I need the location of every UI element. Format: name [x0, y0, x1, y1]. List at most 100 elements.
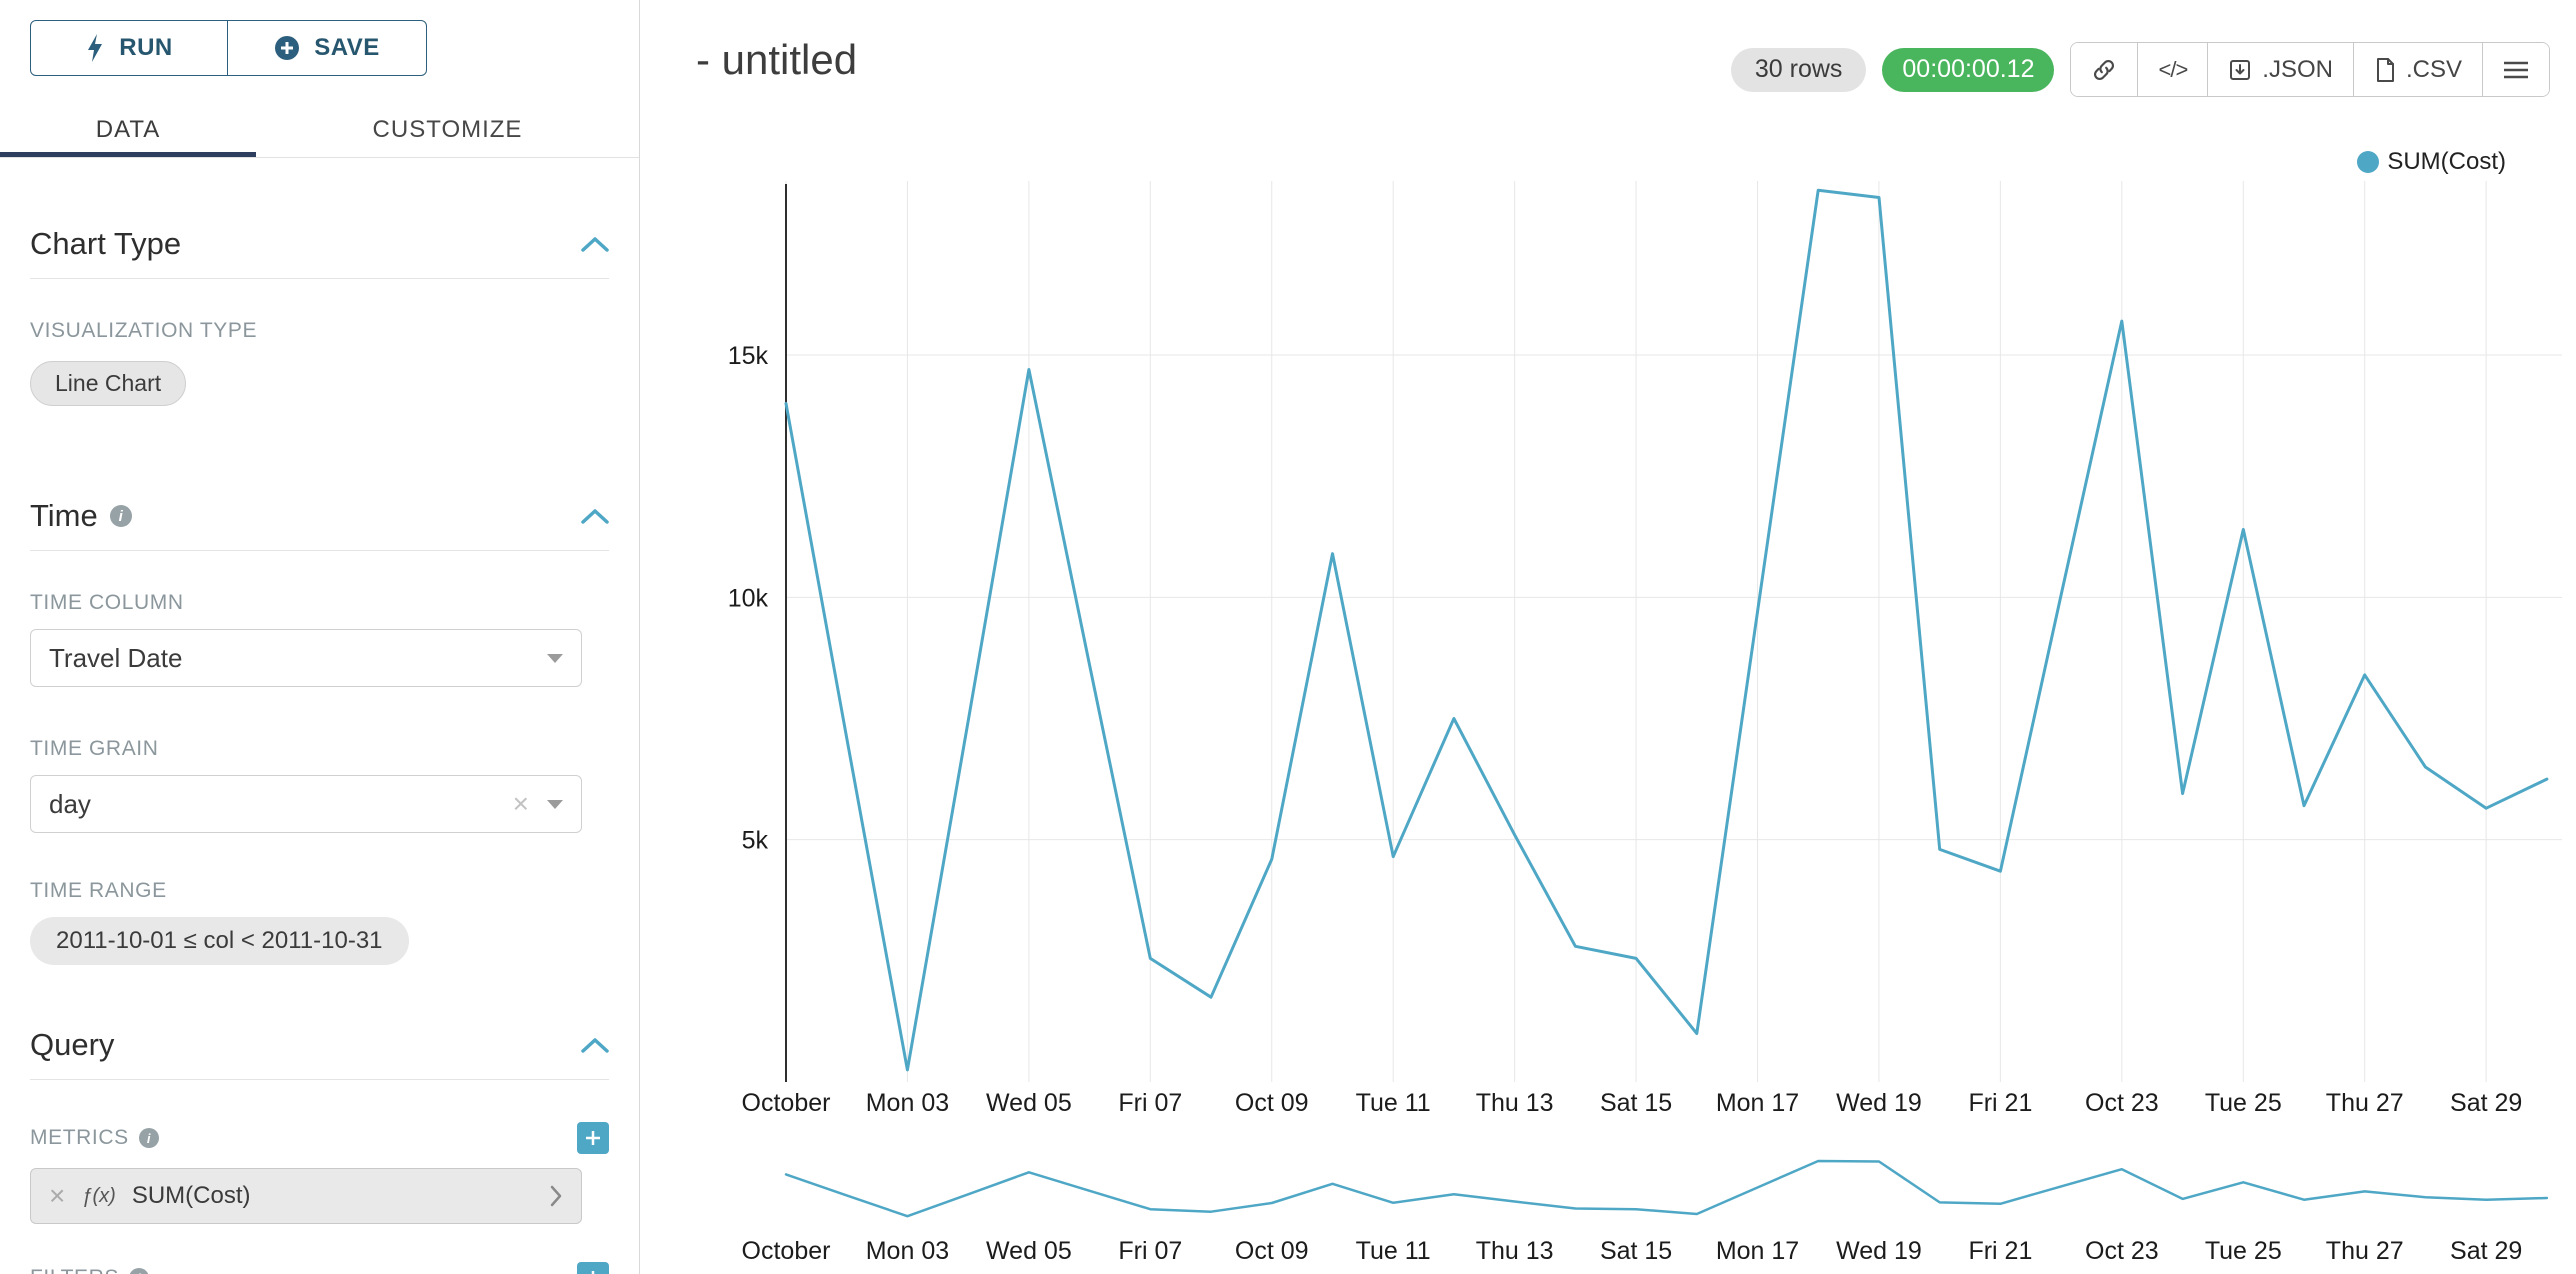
time-grain-value: day — [49, 788, 91, 819]
share-link-button[interactable] — [2071, 43, 2138, 96]
time-column-label: TIME COLUMN — [30, 591, 184, 614]
info-icon: i — [138, 1128, 159, 1148]
clear-icon[interactable]: × — [512, 788, 529, 819]
legend-series-label: SUM(Cost) — [2387, 148, 2506, 175]
time-column-value: Travel Date — [49, 642, 183, 673]
query-header[interactable]: Query — [30, 1027, 609, 1080]
action-buttons: RUN SAVE — [30, 20, 639, 76]
export-button-group: </> .JSON .CSV — [2070, 42, 2550, 97]
svg-text:5k: 5k — [742, 827, 769, 855]
svg-text:Wed 05: Wed 05 — [986, 1089, 1072, 1117]
chart-type-header[interactable]: Chart Type — [30, 226, 609, 279]
time-title-text: Time — [30, 498, 98, 533]
tab-data[interactable]: DATA — [0, 102, 256, 157]
code-icon: </> — [2158, 56, 2188, 82]
svg-text:Thu 27: Thu 27 — [2326, 1237, 2404, 1265]
line-chart[interactable]: 5k 10k 15k October Mon 03 Wed 05 Fri 07 Oct 09 T… — [640, 120, 2575, 1274]
export-csv-label: .CSV — [2405, 55, 2462, 83]
tab-customize[interactable]: CUSTOMIZE — [256, 102, 639, 157]
row-count-badge: 30 rows — [1730, 47, 1867, 92]
export-json-button[interactable]: .JSON — [2207, 43, 2353, 96]
svg-text:Tue 25: Tue 25 — [2205, 1089, 2282, 1117]
metric-pill[interactable]: × ƒ(x) SUM(Cost) — [30, 1168, 582, 1224]
visualization-type-label: VISUALIZATION TYPE — [30, 319, 258, 342]
svg-text:Fri 07: Fri 07 — [1118, 1089, 1182, 1117]
run-button[interactable]: RUN — [30, 20, 228, 76]
chart-area: - untitled 30 rows 00:00:00.12 </> — [640, 0, 2576, 1274]
chevron-up-icon[interactable] — [581, 236, 609, 252]
svg-text:Sat 15: Sat 15 — [1600, 1089, 1672, 1117]
plus-icon — [591, 1271, 595, 1274]
metrics-label: METRICS — [30, 1126, 129, 1149]
time-grain-select[interactable]: day × — [30, 775, 582, 833]
legend-series-dot — [2357, 151, 2380, 173]
export-json-label: .JSON — [2262, 55, 2333, 83]
query-timer-badge: 00:00:00.12 — [1882, 47, 2055, 92]
svg-text:Mon 17: Mon 17 — [1716, 1089, 1799, 1117]
time-range-value[interactable]: 2011-10-01 ≤ col < 2011-10-31 — [30, 917, 409, 965]
svg-text:Oct 09: Oct 09 — [1235, 1089, 1309, 1117]
lightning-icon — [88, 34, 103, 62]
chevron-up-icon[interactable] — [581, 1037, 609, 1053]
svg-text:Thu 13: Thu 13 — [1476, 1089, 1554, 1117]
save-button-label: SAVE — [314, 34, 380, 61]
svg-text:Fri 21: Fri 21 — [1968, 1237, 2032, 1265]
svg-text:Sat 29: Sat 29 — [2450, 1089, 2522, 1117]
time-header[interactable]: Time i — [30, 498, 609, 551]
export-csv-button[interactable]: .CSV — [2352, 43, 2482, 96]
plus-circle-icon — [275, 36, 300, 60]
svg-text:Thu 27: Thu 27 — [2326, 1089, 2404, 1117]
svg-text:Mon 17: Mon 17 — [1716, 1237, 1799, 1265]
visualization-type-value[interactable]: Line Chart — [30, 361, 187, 406]
svg-text:October: October — [742, 1237, 831, 1265]
time-grain-label: TIME GRAIN — [30, 737, 159, 760]
query-title: Query — [30, 1027, 115, 1062]
chevron-down-icon — [547, 799, 563, 809]
time-title: Time i — [30, 498, 132, 534]
filters-label: FILTERS — [30, 1266, 119, 1274]
svg-text:Mon 03: Mon 03 — [866, 1089, 949, 1117]
control-panel: RUN SAVE DATA CUSTOMIZE Chart Type — [0, 0, 640, 1274]
chevron-up-icon[interactable] — [581, 508, 609, 524]
add-filter-button[interactable] — [577, 1262, 609, 1274]
tab-customize-label: CUSTOMIZE — [372, 115, 523, 143]
add-metric-button[interactable] — [577, 1122, 609, 1154]
chart-legend[interactable]: SUM(Cost) — [2357, 148, 2506, 176]
svg-text:Oct 09: Oct 09 — [1235, 1237, 1309, 1265]
menu-button[interactable] — [2482, 43, 2549, 96]
svg-text:Tue 11: Tue 11 — [1356, 1089, 1431, 1117]
svg-text:10k: 10k — [728, 584, 769, 612]
filters-row: FILTERS i — [30, 1262, 609, 1274]
chart-type-title: Chart Type — [30, 226, 182, 261]
svg-text:Sat 15: Sat 15 — [1600, 1237, 1672, 1265]
save-button[interactable]: SAVE — [227, 20, 427, 76]
run-button-label: RUN — [119, 34, 173, 61]
section-time: Time i TIME COLUMN Travel Date TIME GRAI… — [0, 498, 639, 965]
download-icon — [2230, 59, 2251, 80]
svg-text:Sat 29: Sat 29 — [2450, 1237, 2522, 1265]
chart-title[interactable]: - untitled — [696, 36, 858, 83]
svg-text:15k: 15k — [728, 342, 769, 370]
plus-icon — [586, 1131, 600, 1145]
file-icon — [2376, 57, 2394, 82]
svg-text:Thu 13: Thu 13 — [1476, 1237, 1554, 1265]
svg-text:Fri 21: Fri 21 — [1968, 1089, 2032, 1117]
section-query: Query METRICS i × — [0, 1027, 639, 1274]
panel-tabs: DATA CUSTOMIZE — [0, 102, 639, 158]
info-icon: i — [109, 505, 132, 527]
metrics-row: METRICS i — [30, 1122, 609, 1154]
info-icon: i — [129, 1268, 149, 1274]
svg-text:Oct 23: Oct 23 — [2085, 1237, 2159, 1265]
view-query-button[interactable]: </> — [2137, 43, 2208, 96]
result-toolbar: 30 rows 00:00:00.12 </> .J — [1730, 42, 2550, 97]
section-chart-type: Chart Type VISUALIZATION TYPE Line Chart — [0, 226, 639, 406]
svg-text:Tue 25: Tue 25 — [2205, 1237, 2282, 1265]
time-column-select[interactable]: Travel Date — [30, 629, 582, 687]
time-range-label: TIME RANGE — [30, 879, 167, 902]
hamburger-icon — [2504, 61, 2528, 78]
svg-text:Fri 07: Fri 07 — [1118, 1237, 1182, 1265]
svg-text:Oct 23: Oct 23 — [2085, 1089, 2159, 1117]
remove-metric-icon[interactable]: × — [49, 1180, 66, 1211]
svg-text:Wed 19: Wed 19 — [1836, 1089, 1922, 1117]
